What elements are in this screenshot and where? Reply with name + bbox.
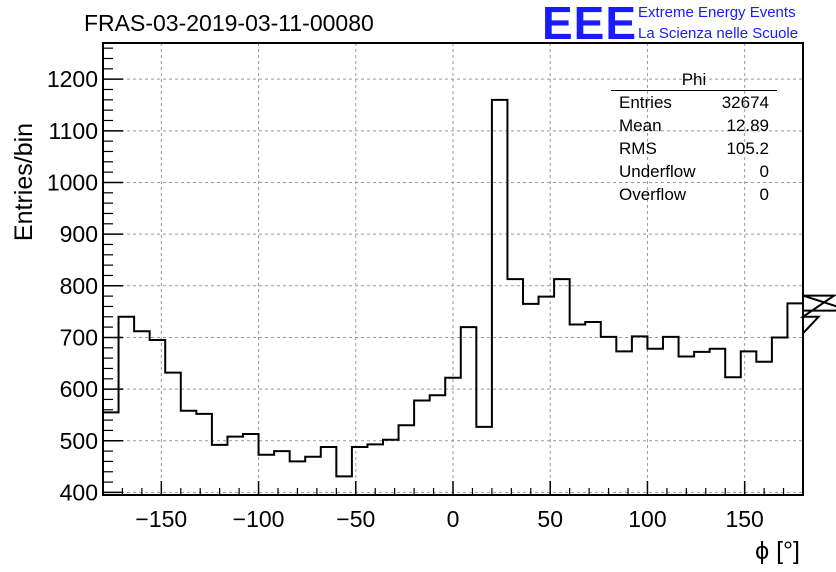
- y-tick-label: 800: [60, 273, 98, 299]
- stats-label: RMS: [619, 139, 657, 158]
- stats-value: 105.2: [726, 139, 769, 158]
- stats-value: 32674: [721, 93, 769, 112]
- stats-row: Underflow 0: [611, 160, 777, 183]
- y-tick-label: 1100: [49, 118, 98, 144]
- stats-value: 0: [759, 162, 769, 181]
- plot-frame: [102, 42, 804, 496]
- stats-value: 0: [759, 185, 769, 204]
- x-tick-label: 150: [725, 506, 763, 532]
- stats-title: Phi: [611, 70, 777, 91]
- stats-row: Entries 32674: [611, 91, 777, 114]
- y-tick-label: 1000: [47, 169, 98, 195]
- tick-labels: −150 −100 −50 0 50 100 150 400 500 600 700 800 900 10…: [47, 66, 764, 532]
- stats-row: RMS 105.2: [611, 137, 777, 160]
- stats-label: Overflow: [619, 185, 687, 204]
- stats-label: Entries: [619, 93, 672, 112]
- stats-value: 12.89: [726, 116, 769, 135]
- y-tick-label: 1200: [47, 66, 98, 92]
- y-tick-label: 500: [60, 428, 98, 454]
- plot-title: FRAS-03-2019-03-11-00080: [84, 10, 374, 36]
- x-tick-label: −100: [233, 506, 285, 532]
- x-tick-label: 0: [447, 506, 460, 532]
- y-axis-label: Entries/bin: [10, 123, 38, 241]
- eee-logo: EEE: [542, 0, 638, 49]
- stats-label: Underflow: [619, 162, 696, 181]
- x-tick-label: −50: [336, 506, 375, 532]
- histogram-line: [103, 98, 836, 478]
- logo-line-2: La Scienza nelle Scuole: [638, 25, 799, 42]
- grid-lines: [103, 43, 803, 495]
- x-tick-label: 100: [628, 506, 666, 532]
- y-tick-label: 700: [60, 324, 98, 350]
- stats-row: Mean 12.89: [611, 114, 777, 137]
- x-axis-label: ϕ [°]: [755, 537, 800, 565]
- x-tick-label: −150: [135, 506, 187, 532]
- stats-row: Overflow 0: [611, 183, 777, 206]
- x-tick-label: 50: [537, 506, 563, 532]
- y-tick-label: 400: [60, 479, 98, 505]
- y-tick-label: 900: [60, 221, 98, 247]
- axis-ticks: [103, 47, 785, 495]
- stats-box: Phi Entries 32674 Mean 12.89 RMS 105.2 U…: [611, 70, 777, 206]
- stats-label: Mean: [619, 116, 662, 135]
- logo-line-1: Extreme Energy Events: [638, 4, 796, 21]
- y-tick-label: 600: [60, 376, 98, 402]
